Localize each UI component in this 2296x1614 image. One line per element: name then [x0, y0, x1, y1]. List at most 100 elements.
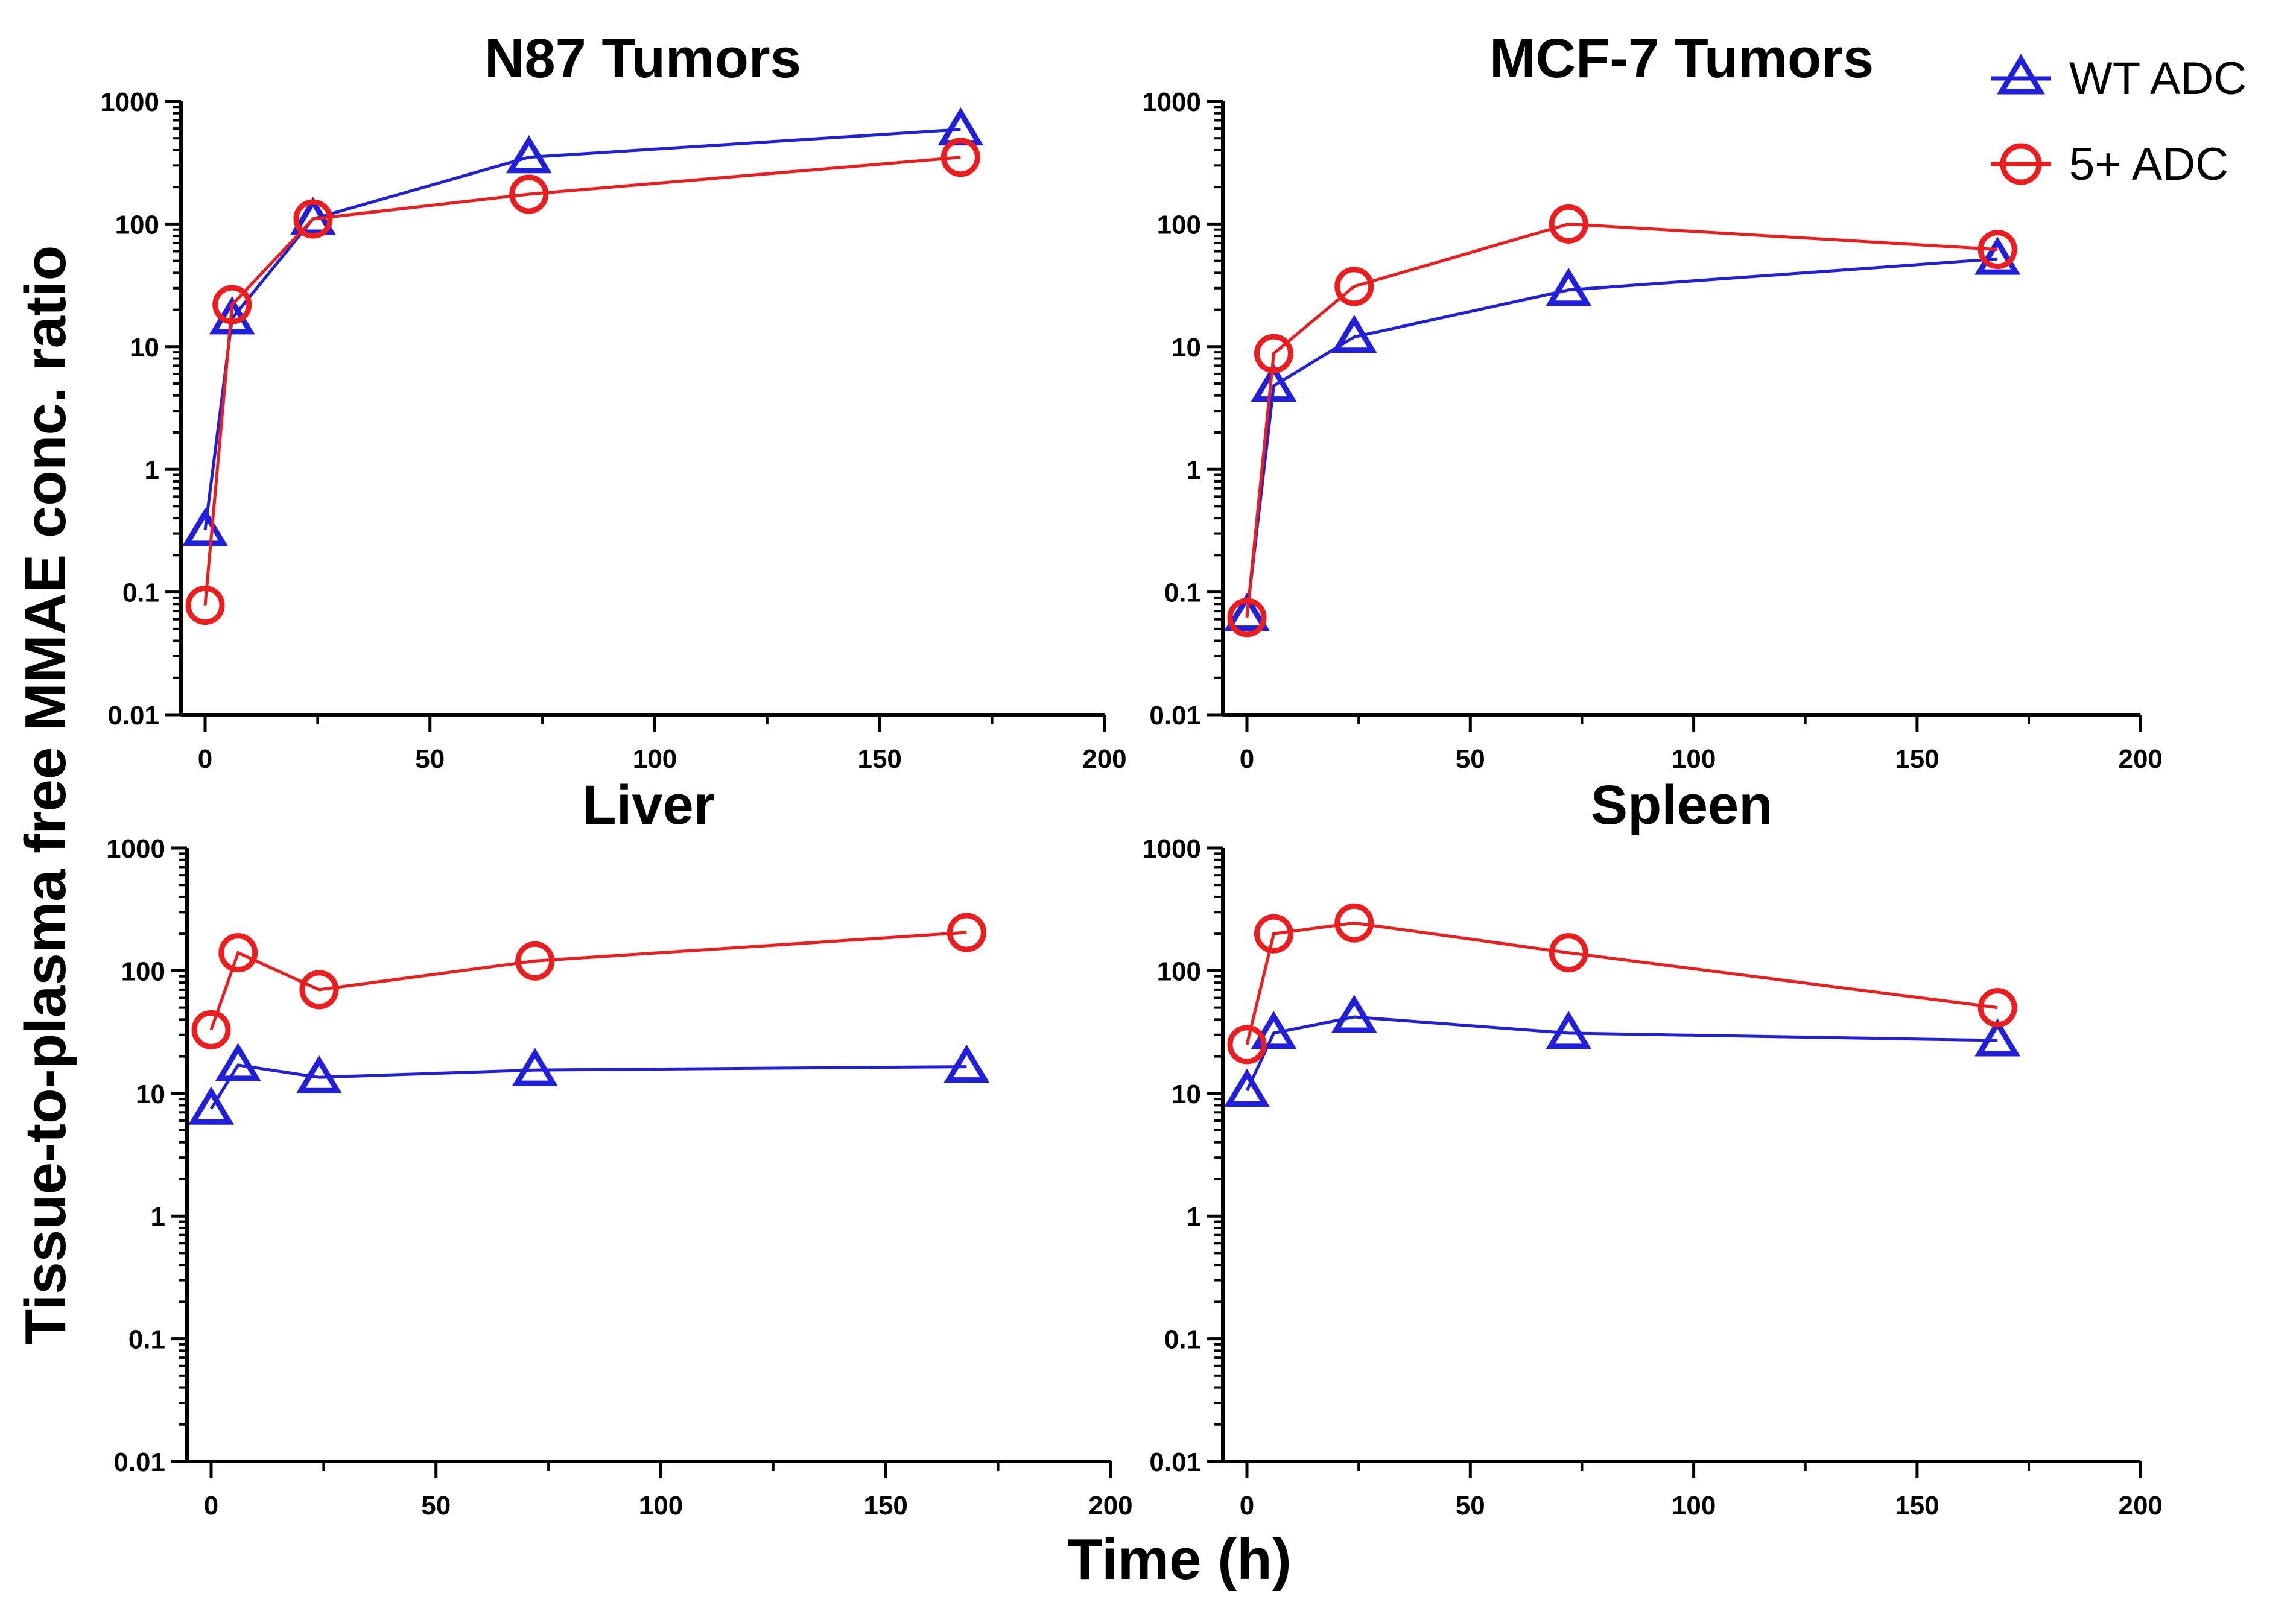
data-point-circle — [1227, 598, 1267, 638]
legend-item-5plus-adc: 5+ ADC — [1991, 139, 2228, 190]
y-tick-label: 10 — [1172, 333, 1201, 362]
legend: WT ADC 5+ ADC — [1991, 53, 2247, 190]
x-tick-label: 0 — [198, 744, 212, 774]
x-tick-label: 50 — [421, 1491, 451, 1521]
x-tick-label: 100 — [1672, 744, 1716, 774]
y-tick-label: 0.01 — [1149, 1448, 1201, 1477]
data-point-circle — [509, 174, 549, 214]
data-point-triangle — [1331, 314, 1377, 353]
x-tick-label: 0 — [204, 1491, 218, 1521]
data-point-triangle — [943, 1044, 990, 1083]
series-5plus-adc — [185, 138, 980, 625]
data-point-circle — [299, 970, 339, 1010]
x-tick-label: 50 — [1456, 744, 1485, 774]
data-point-circle — [1227, 1025, 1267, 1065]
series-line-wt-adc — [1245, 257, 1998, 615]
y-tick-label: 1000 — [1142, 834, 1201, 864]
x-tick-label: 150 — [863, 1491, 907, 1521]
y-tick-label: 1 — [1187, 1202, 1201, 1232]
data-point-triangle — [1224, 592, 1270, 631]
data-point-triangle — [1974, 1018, 2021, 1057]
y-tick-label: 10 — [1172, 1080, 1201, 1109]
data-point-circle — [191, 1010, 231, 1049]
x-tick-label: 0 — [1240, 1491, 1254, 1521]
data-point-triangle — [1251, 1011, 1297, 1049]
data-point-circle — [1334, 267, 1374, 306]
series-wt-adc — [1224, 236, 2021, 631]
series-5plus-adc — [1227, 903, 2017, 1065]
panel-title: Liver — [583, 774, 715, 836]
x-tick-label: 50 — [1456, 1491, 1485, 1521]
legend-label-5plus-adc: 5+ ADC — [2069, 139, 2228, 190]
x-tick-label: 200 — [1088, 1491, 1132, 1521]
x-tick-label: 200 — [2118, 744, 2162, 774]
data-point-circle — [1254, 914, 1293, 954]
x-axis-label: Time (h) — [1067, 1527, 1292, 1592]
x-tick-label: 150 — [1895, 744, 1939, 774]
y-tick-label: 10 — [136, 1080, 165, 1109]
data-point-triangle — [1974, 236, 2021, 275]
data-point-triangle — [215, 1043, 261, 1081]
series-line-5plus-adc — [1245, 921, 1998, 1045]
x-tick-label: 200 — [1082, 744, 1126, 774]
series-wt-adc — [182, 107, 984, 546]
data-point-triangle — [1251, 363, 1297, 402]
y-tick-label: 1000 — [100, 87, 159, 117]
circle-icon — [2000, 143, 2042, 185]
y-tick-label: 1 — [1187, 455, 1201, 485]
y-tick-label: 0.01 — [113, 1448, 165, 1477]
data-point-circle — [212, 285, 252, 324]
data-point-triangle — [1224, 1068, 1270, 1107]
data-point-circle — [1549, 933, 1588, 973]
data-point-circle — [1334, 903, 1374, 943]
data-point-circle — [1977, 230, 2017, 270]
y-tick-label: 0.1 — [1164, 578, 1201, 608]
y-tick-label: 0.1 — [1164, 1325, 1201, 1355]
chart-panel-liver: 0.01 0.1 1 10 100 1000 0 50 100 150 200 Liver — [106, 774, 1133, 1521]
data-point-circle — [218, 933, 258, 973]
chart-panel-mcf-7-tumors: 0.01 0.1 1 10 100 1000 0 50 100 150 200 MCF-7 Tumor… — [1142, 28, 2163, 774]
x-tick-label: 100 — [1672, 1491, 1716, 1521]
x-tick-label: 100 — [639, 1491, 683, 1521]
data-point-circle — [1549, 204, 1588, 244]
data-point-triangle — [188, 1086, 234, 1125]
chart-panel-n87-tumors: 0.01 0.1 1 10 100 1000 0 50 100 150 200 N87 Tumors — [100, 28, 1127, 774]
y-tick-label: 1 — [145, 455, 159, 485]
y-tick-label: 0.01 — [1149, 701, 1201, 730]
x-tick-label: 50 — [415, 744, 445, 774]
panel-title: MCF-7 Tumors — [1489, 28, 1874, 89]
y-tick-label: 10 — [130, 333, 159, 362]
legend-label-wt-adc: WT ADC — [2069, 53, 2247, 104]
y-tick-label: 1000 — [1142, 87, 1201, 117]
x-tick-label: 150 — [857, 744, 901, 774]
panel-title: Spleen — [1591, 774, 1773, 836]
y-tick-label: 100 — [1157, 957, 1201, 986]
series-wt-adc — [188, 1043, 990, 1125]
data-point-triangle — [1546, 1011, 1592, 1049]
data-point-circle — [293, 199, 333, 239]
data-point-triangle — [512, 1048, 558, 1086]
y-tick-label: 100 — [1157, 210, 1201, 239]
series-5plus-adc — [191, 913, 986, 1049]
series-wt-adc — [1224, 995, 2021, 1107]
chart-panel-spleen: 0.01 0.1 1 10 100 1000 0 50 100 150 200 Spleen — [1142, 774, 2163, 1521]
data-point-triangle — [1331, 995, 1377, 1033]
legend-item-wt-adc: WT ADC — [1991, 53, 2247, 104]
data-point-circle — [1254, 334, 1293, 373]
y-axis-label: Tissue-to-plasma free MMAE conc. ratio — [13, 245, 78, 1345]
data-point-triangle — [296, 1055, 342, 1093]
data-point-circle — [940, 138, 980, 177]
series-5plus-adc — [1227, 204, 2017, 638]
y-tick-label: 1000 — [106, 834, 165, 864]
data-point-triangle — [1546, 268, 1592, 306]
x-tick-label: 0 — [1240, 744, 1254, 774]
series-line-5plus-adc — [209, 931, 967, 1031]
x-tick-label: 200 — [2118, 1491, 2162, 1521]
data-point-circle — [185, 586, 225, 625]
y-tick-label: 1 — [151, 1202, 165, 1232]
series-line-5plus-adc — [1245, 222, 1998, 618]
x-tick-label: 100 — [633, 744, 677, 774]
y-tick-label: 100 — [121, 957, 165, 986]
